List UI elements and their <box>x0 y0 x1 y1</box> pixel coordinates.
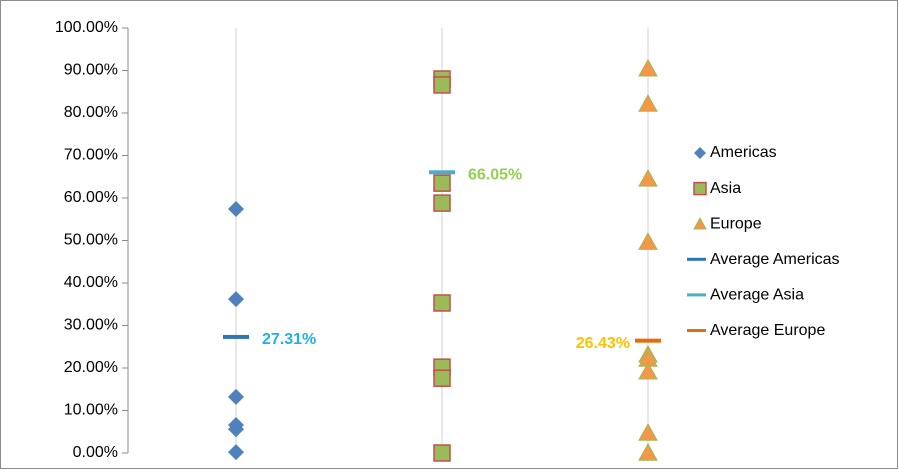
y-tick-label: 20.00% <box>64 359 118 376</box>
value-label: 26.43% <box>576 335 630 352</box>
y-tick-label: 40.00% <box>64 274 118 291</box>
point <box>433 174 451 192</box>
point <box>433 76 451 94</box>
point <box>228 444 244 461</box>
point <box>638 168 658 187</box>
point <box>638 361 658 380</box>
legend-label: Average Asia <box>710 287 804 304</box>
point <box>433 194 451 212</box>
point <box>433 294 451 312</box>
value-label: 66.05% <box>468 167 522 184</box>
legend-marker <box>687 329 706 332</box>
y-tick-label: 50.00% <box>64 232 118 249</box>
average-line <box>429 170 455 175</box>
y-tick-label: 70.00% <box>64 147 118 164</box>
legend-label: Average Europe <box>710 322 825 339</box>
legend-marker <box>694 147 706 159</box>
value-label: 27.31% <box>262 331 316 348</box>
point <box>228 388 244 405</box>
legend-label: Americas <box>710 144 777 161</box>
y-tick-label: 60.00% <box>64 189 118 206</box>
point <box>638 94 658 112</box>
point <box>638 232 658 250</box>
point <box>433 369 451 387</box>
point <box>228 421 244 438</box>
y-tick-label: 100.00% <box>55 19 118 36</box>
legend-label: Asia <box>710 180 741 197</box>
y-tick-label: 30.00% <box>64 317 118 334</box>
point <box>638 442 658 461</box>
legend-marker <box>693 217 707 230</box>
point <box>228 201 244 218</box>
legend-label: Europe <box>710 215 762 232</box>
point <box>433 444 451 462</box>
legend-marker <box>687 257 706 261</box>
y-tick-label: 10.00% <box>64 402 118 419</box>
legend-label: Average Americas <box>710 251 840 268</box>
legend-marker <box>687 293 706 297</box>
y-tick-label: 90.00% <box>64 62 118 79</box>
y-tick-label: 0.00% <box>73 444 118 461</box>
average-line <box>635 338 661 343</box>
point <box>638 422 658 441</box>
y-tick-label: 80.00% <box>64 104 118 121</box>
point <box>638 58 658 77</box>
point <box>228 291 244 308</box>
legend-marker <box>693 181 707 196</box>
average-line <box>223 334 249 339</box>
